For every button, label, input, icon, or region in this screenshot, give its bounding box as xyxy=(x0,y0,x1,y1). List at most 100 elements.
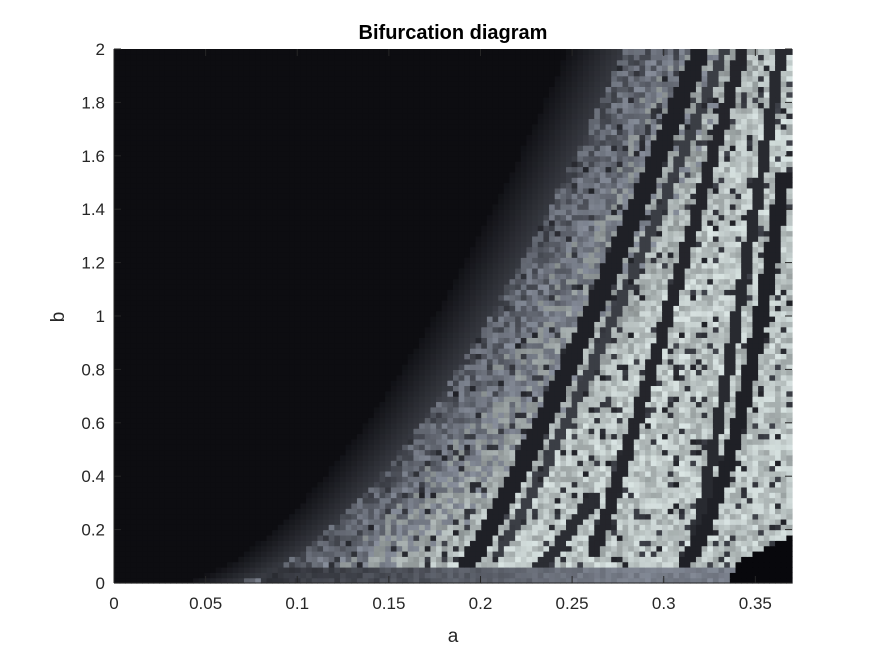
heatmap-cell xyxy=(741,470,748,477)
heatmap-cell xyxy=(283,561,290,568)
heatmap-cell xyxy=(503,454,511,461)
heatmap-cell xyxy=(729,369,737,376)
heatmap-cell xyxy=(153,486,160,493)
heatmap-cell xyxy=(323,369,330,376)
heatmap-cell xyxy=(373,508,381,515)
heatmap-cell xyxy=(679,406,686,413)
heatmap-cell xyxy=(645,481,652,488)
heatmap-cell xyxy=(419,369,426,376)
heatmap-cell xyxy=(724,513,731,520)
heatmap-cell xyxy=(210,433,217,440)
heatmap-cell xyxy=(345,428,352,435)
heatmap-cell xyxy=(210,502,217,509)
heatmap-cell xyxy=(498,401,505,408)
heatmap-cell xyxy=(272,513,279,520)
heatmap-cell xyxy=(679,438,686,445)
heatmap-cell xyxy=(695,550,703,557)
heatmap-cell xyxy=(130,412,138,419)
heatmap-cell xyxy=(289,476,296,483)
heatmap-cell xyxy=(136,561,143,568)
heatmap-cell xyxy=(136,444,143,451)
heatmap-cell xyxy=(605,524,612,531)
heatmap-cell xyxy=(119,444,126,451)
heatmap-cell xyxy=(402,476,409,483)
heatmap-cell xyxy=(695,545,703,552)
heatmap-cell xyxy=(650,380,657,387)
heatmap-cell xyxy=(690,385,697,392)
heatmap-cell xyxy=(549,406,556,413)
heatmap-cell xyxy=(645,374,652,381)
heatmap-cell xyxy=(752,401,759,408)
heatmap-cell xyxy=(407,513,415,520)
heatmap-cell xyxy=(373,396,381,403)
heatmap-cell xyxy=(306,476,313,483)
heatmap-cell xyxy=(294,401,302,408)
heatmap-cell xyxy=(424,401,431,408)
heatmap-cell xyxy=(735,438,742,445)
heatmap-cell xyxy=(526,524,533,531)
heatmap-cell xyxy=(164,534,172,541)
heatmap-cell xyxy=(368,401,375,408)
heatmap-cell xyxy=(147,428,155,435)
heatmap-cell xyxy=(300,486,307,493)
heatmap-cell xyxy=(255,497,262,504)
heatmap-cell xyxy=(560,401,567,408)
heatmap-cell xyxy=(543,449,550,456)
heatmap-cell xyxy=(582,481,590,488)
heatmap-cell xyxy=(735,454,742,461)
heatmap-cell xyxy=(243,577,251,584)
heatmap-cell xyxy=(735,470,742,477)
heatmap-cell xyxy=(633,476,641,483)
heatmap-cell xyxy=(221,561,228,568)
heatmap-cell xyxy=(125,545,132,552)
heatmap-cell xyxy=(633,406,641,413)
heatmap-cell xyxy=(724,540,731,547)
heatmap-cell xyxy=(447,550,454,557)
heatmap-cell xyxy=(407,577,415,584)
heatmap-cell xyxy=(566,454,573,461)
heatmap-cell xyxy=(582,572,590,579)
heatmap-cell xyxy=(419,396,426,403)
heatmap-cell xyxy=(679,550,686,557)
heatmap-cell xyxy=(130,529,138,536)
heatmap-cell xyxy=(351,476,358,483)
heatmap-cell xyxy=(181,406,189,413)
heatmap-cell xyxy=(289,550,296,557)
heatmap-cell xyxy=(571,417,578,424)
heatmap-cell xyxy=(130,428,138,435)
heatmap-cell xyxy=(294,497,302,504)
heatmap-cell xyxy=(136,369,143,376)
heatmap-cell xyxy=(741,433,748,440)
heatmap-cell xyxy=(735,412,742,419)
heatmap-cell xyxy=(198,385,205,392)
heatmap-cell xyxy=(198,417,205,424)
heatmap-cell xyxy=(164,502,172,509)
heatmap-cell xyxy=(633,508,641,515)
heatmap-cell xyxy=(198,401,205,408)
heatmap-cell xyxy=(656,540,663,547)
heatmap-cell xyxy=(537,380,544,387)
heatmap-cell xyxy=(532,476,539,483)
heatmap-cell xyxy=(679,380,686,387)
heatmap-cell xyxy=(114,513,121,520)
heatmap-cell xyxy=(373,406,381,413)
heatmap-cell xyxy=(718,438,725,445)
heatmap-cell xyxy=(633,380,641,387)
heatmap-cell xyxy=(447,492,454,499)
heatmap-cell xyxy=(368,444,375,451)
heatmap-cell xyxy=(599,465,607,472)
heatmap-cell xyxy=(690,497,697,504)
heatmap-cell xyxy=(379,502,386,509)
heatmap-cell xyxy=(752,390,759,397)
heatmap-cell xyxy=(729,497,737,504)
heatmap-cell xyxy=(712,481,720,488)
heatmap-cell xyxy=(424,508,431,515)
heatmap-cell xyxy=(571,422,578,429)
heatmap-cell xyxy=(181,449,189,456)
heatmap-cell xyxy=(424,422,431,429)
heatmap-cell xyxy=(746,513,754,520)
heatmap-cell xyxy=(272,374,279,381)
heatmap-cell xyxy=(577,444,584,451)
heatmap-cell xyxy=(147,556,155,563)
heatmap-cell xyxy=(114,433,121,440)
